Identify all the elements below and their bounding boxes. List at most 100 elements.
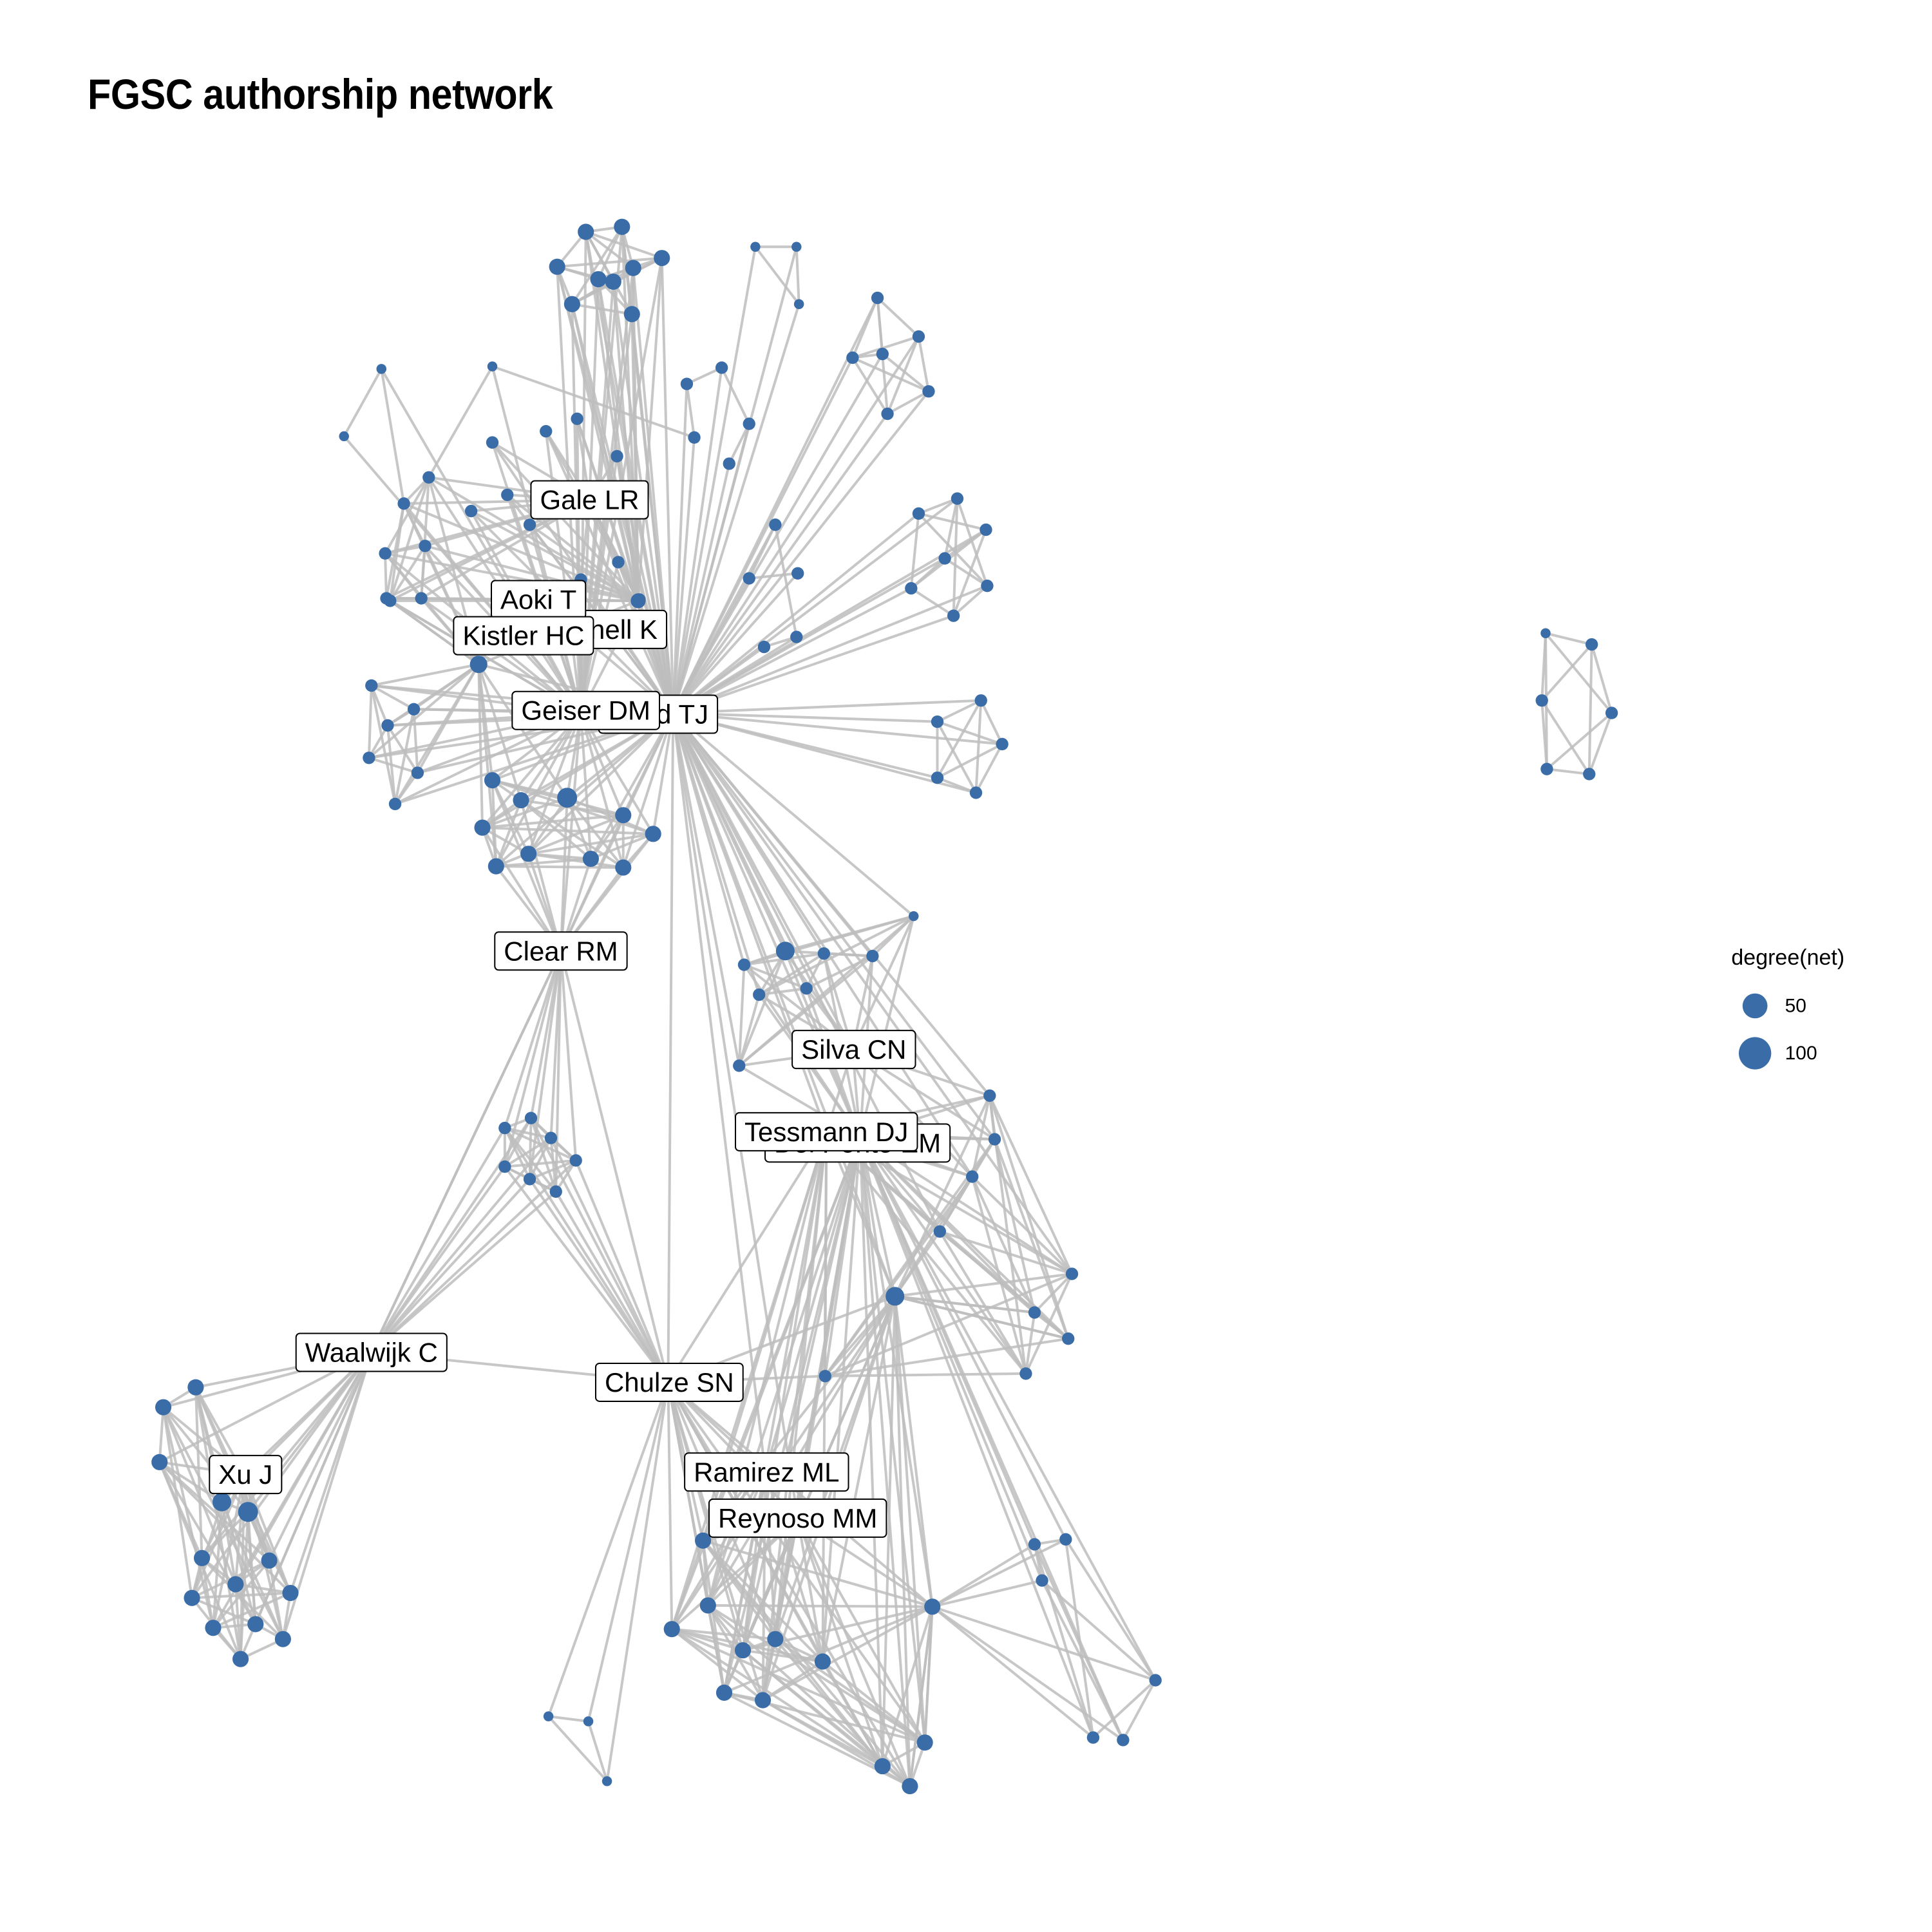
node bbox=[605, 273, 621, 290]
node bbox=[1086, 1731, 1100, 1744]
node bbox=[564, 296, 580, 312]
node bbox=[974, 694, 987, 707]
edge bbox=[852, 335, 920, 359]
edge bbox=[825, 1130, 1070, 1340]
node-label-text: Waalwijk C bbox=[305, 1338, 438, 1368]
node-label-text: Tessmann DJ bbox=[744, 1117, 908, 1147]
edge bbox=[686, 366, 723, 385]
node bbox=[184, 1589, 200, 1606]
edge bbox=[428, 366, 494, 478]
node bbox=[938, 552, 951, 565]
edge bbox=[243, 1351, 373, 1476]
node bbox=[549, 1185, 562, 1198]
node bbox=[931, 772, 944, 784]
node bbox=[966, 1170, 979, 1183]
node bbox=[1149, 1674, 1162, 1687]
node bbox=[549, 258, 565, 275]
node bbox=[793, 299, 804, 309]
edge bbox=[482, 813, 623, 829]
node bbox=[520, 846, 537, 862]
node bbox=[791, 567, 804, 580]
edge bbox=[481, 827, 562, 952]
node-label-text: Geiser DM bbox=[521, 696, 650, 726]
edge bbox=[672, 614, 954, 714]
edge bbox=[821, 1132, 828, 1662]
edge bbox=[556, 256, 662, 269]
node bbox=[645, 826, 661, 842]
node-label-text: Silva CN bbox=[801, 1034, 906, 1065]
edge bbox=[672, 712, 854, 1050]
edge bbox=[554, 1191, 670, 1383]
node-label-text: Chulze SN bbox=[605, 1367, 734, 1397]
edge bbox=[1587, 644, 1593, 774]
edge bbox=[477, 664, 522, 801]
edge bbox=[784, 914, 914, 952]
node bbox=[871, 291, 884, 305]
node bbox=[916, 1734, 933, 1751]
edge bbox=[943, 498, 959, 559]
node bbox=[817, 947, 831, 960]
edge bbox=[672, 557, 946, 714]
edge bbox=[720, 367, 751, 424]
edge bbox=[741, 1132, 828, 1651]
edge bbox=[932, 1579, 1043, 1608]
node bbox=[615, 859, 632, 876]
edge bbox=[774, 1638, 926, 1744]
edge bbox=[1034, 1273, 1073, 1314]
node bbox=[988, 1133, 1001, 1146]
node bbox=[513, 792, 529, 809]
edge bbox=[672, 390, 930, 714]
edge bbox=[936, 743, 1003, 779]
node-label-text: Kistler HC bbox=[462, 621, 584, 651]
edge bbox=[496, 865, 623, 869]
node bbox=[908, 911, 919, 922]
edge bbox=[1041, 1580, 1124, 1741]
edge bbox=[796, 1518, 824, 1662]
node bbox=[469, 656, 488, 674]
edge bbox=[212, 1474, 246, 1629]
edge bbox=[749, 572, 798, 580]
edge bbox=[672, 712, 915, 918]
node bbox=[983, 1089, 996, 1102]
edge bbox=[821, 1296, 896, 1662]
edge bbox=[893, 1296, 927, 1743]
edge bbox=[565, 797, 592, 860]
edge bbox=[773, 524, 798, 638]
edge bbox=[571, 226, 623, 305]
edge bbox=[636, 258, 663, 601]
edge bbox=[774, 1638, 884, 1767]
node bbox=[775, 942, 795, 961]
edge bbox=[971, 1175, 1073, 1275]
node bbox=[791, 242, 802, 252]
edge bbox=[384, 552, 639, 602]
node bbox=[1585, 638, 1598, 651]
node-label-box bbox=[511, 690, 661, 730]
node-label: Gale LR bbox=[530, 480, 649, 520]
nodes-layer bbox=[151, 218, 1618, 1795]
edge bbox=[980, 699, 1003, 745]
edge bbox=[1024, 1312, 1036, 1374]
node bbox=[484, 772, 501, 789]
node bbox=[232, 1651, 249, 1667]
edge bbox=[672, 584, 988, 714]
edge bbox=[672, 712, 974, 1178]
node bbox=[931, 715, 944, 728]
node bbox=[715, 361, 728, 374]
node bbox=[282, 1584, 299, 1602]
edge bbox=[660, 258, 675, 714]
node bbox=[365, 679, 378, 692]
edge bbox=[393, 663, 480, 805]
node bbox=[488, 858, 504, 875]
node bbox=[474, 819, 491, 836]
node bbox=[680, 377, 694, 390]
edge bbox=[672, 712, 741, 1066]
edge bbox=[1122, 1680, 1157, 1741]
node bbox=[886, 1287, 905, 1306]
node bbox=[743, 572, 755, 585]
edge bbox=[672, 712, 761, 996]
node-label: Silva CN bbox=[791, 1030, 916, 1070]
edge bbox=[527, 712, 582, 855]
edge bbox=[672, 712, 996, 1141]
node bbox=[155, 1399, 172, 1416]
edge bbox=[380, 368, 582, 714]
